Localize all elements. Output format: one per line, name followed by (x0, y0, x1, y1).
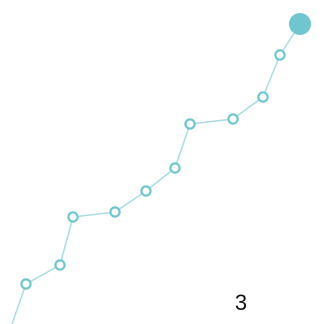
trend-marker (257, 91, 269, 103)
page-number: 3 (234, 290, 248, 315)
trend-marker (67, 211, 79, 223)
trend-marker (109, 206, 121, 218)
trend-marker (140, 185, 152, 197)
trend-line (11, 23, 301, 324)
trend-endpoint (289, 13, 311, 35)
trend-marker (227, 113, 239, 125)
trend-marker (20, 278, 32, 290)
trend-marker (274, 49, 286, 61)
trend-marker (184, 118, 196, 130)
trend-marker (54, 259, 66, 271)
trend-marker (169, 162, 181, 174)
